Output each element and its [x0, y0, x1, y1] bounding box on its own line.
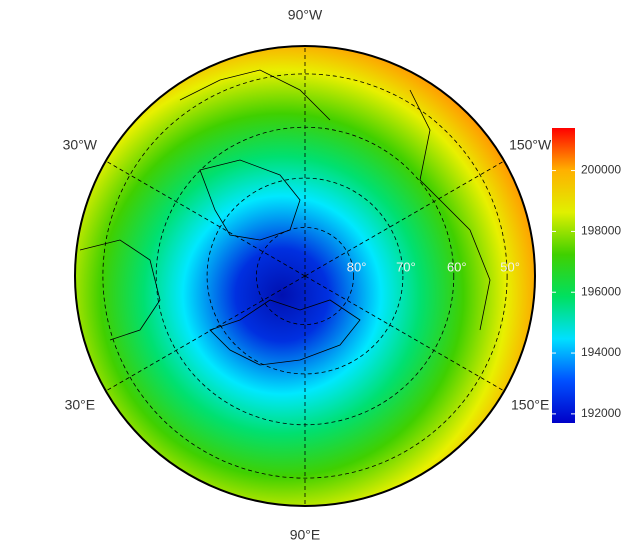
meridian — [105, 160, 306, 277]
lat-label: 80° — [347, 259, 367, 274]
parallel — [102, 73, 508, 479]
graticule — [102, 46, 508, 506]
meridian — [304, 160, 505, 277]
meridian — [105, 275, 306, 392]
parallel — [155, 126, 455, 426]
colorbar: 192000 194000 196000 198000 200000 — [552, 128, 621, 423]
colorbar-tick-label: 200000 — [581, 163, 621, 177]
colorbar-tick-label: 194000 — [581, 345, 621, 359]
colorbar-scale — [552, 128, 575, 423]
lon-label: 30°E — [65, 397, 96, 413]
parallel — [206, 177, 404, 375]
lon-label: 150°W — [509, 137, 552, 153]
colorbar-tick-label: 196000 — [581, 284, 621, 298]
lon-label: 30°W — [63, 137, 98, 153]
map-border — [74, 45, 536, 507]
colorbar-tick-label: 198000 — [581, 224, 621, 238]
map: 80° 70° 60° 50° — [74, 45, 536, 507]
lon-label: 90°E — [290, 527, 321, 543]
lon-label: 90°W — [288, 7, 323, 23]
lon-label: 150°E — [511, 397, 549, 413]
lat-label: 50° — [500, 259, 520, 274]
parallel — [256, 227, 354, 325]
lat-label: 70° — [396, 259, 416, 274]
lat-label: 60° — [447, 259, 467, 274]
colorbar-tick-label: 192000 — [581, 406, 621, 420]
meridian — [304, 275, 505, 392]
